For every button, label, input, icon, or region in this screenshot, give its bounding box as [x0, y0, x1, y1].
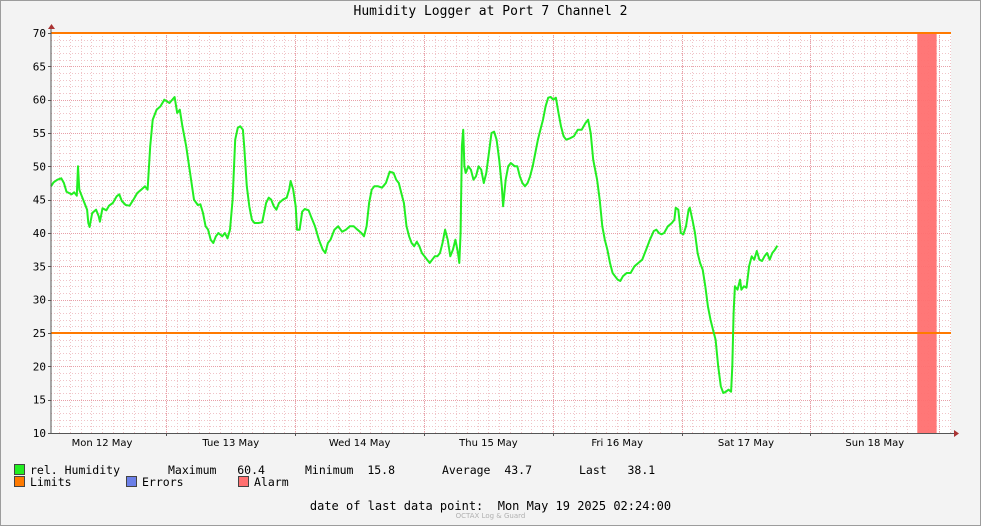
y-tick-label: 20: [33, 360, 46, 373]
legend-min-value: 15.8: [367, 463, 396, 477]
y-tick-label: 50: [33, 160, 46, 173]
legend-max: Maximum 60.4: [168, 463, 265, 477]
legend-avg: Average 43.7: [442, 463, 532, 477]
last-data-point-label: date of last data point:: [309, 499, 484, 513]
legend-alarm-label: Alarm: [254, 475, 289, 489]
humidity-swatch: [14, 464, 25, 475]
x-tick-label: Tue 13 May: [201, 438, 259, 449]
y-tick-label: 30: [33, 294, 46, 307]
chart-grid: [51, 33, 951, 434]
y-tick-labels: 10 15 20 25 30 35 40 45 50 55 60 65 70: [33, 27, 51, 440]
legend-row-1: rel. Humidity Maximum 60.4 Minimum 15.8 Ave…: [14, 463, 655, 477]
legend-avg-value: 43.7: [504, 463, 533, 477]
x-tick-label: Wed 14 May: [329, 438, 391, 449]
last-data-point-value: Mon May 19 2025 02:24:00: [497, 499, 672, 513]
y-tick-label: 40: [33, 227, 46, 240]
y-tick-label: 65: [33, 60, 46, 73]
x-tick-label: Sat 17 May: [718, 438, 774, 449]
y-tick-label: 25: [33, 327, 46, 340]
legend-last: Last 38.1: [579, 463, 655, 477]
y-tick-label: 15: [33, 394, 46, 407]
last-data-point: date of last data point: Mon May 19 2025…: [0, 499, 981, 513]
x-tick-label: Fri 16 May: [591, 438, 643, 449]
y-tick-label: 60: [33, 94, 46, 107]
legend-humidity-label: rel. Humidity: [30, 463, 121, 477]
alarm-band: [917, 33, 937, 433]
alarm-swatch: [238, 476, 249, 487]
humidity-line: [50, 96, 779, 394]
limits-swatch: [14, 476, 25, 487]
legend-avg-label: Average: [442, 463, 491, 477]
x-tick-label: Sun 18 May: [845, 438, 904, 449]
y-tick-label: 70: [33, 27, 46, 40]
legend-min-label: Minimum: [305, 463, 354, 477]
y-tick-label: 35: [33, 260, 46, 273]
y-tick-label: 45: [33, 194, 46, 207]
legend-alarm: Alarm: [238, 475, 289, 489]
y-axis-arrow: [48, 24, 55, 29]
legend-humidity: rel. Humidity: [14, 463, 120, 477]
y-tick-label: 10: [33, 427, 46, 440]
legend-errors: Errors: [126, 475, 184, 489]
x-tick-label: Thu 15 May: [458, 438, 518, 449]
legend-max-value: 60.4: [237, 463, 265, 477]
legend-last-value: 38.1: [627, 463, 656, 477]
errors-swatch: [126, 476, 137, 487]
y-tick-label: 55: [33, 127, 46, 140]
legend-limits: Limits: [14, 475, 72, 489]
legend-row-2: Limits Errors Alarm: [14, 475, 289, 489]
x-tick-label: Mon 12 May: [72, 438, 133, 449]
x-axis-arrow: [954, 430, 959, 437]
chart-plot: 10 15 20 25 30 35 40 45 50 55 60 65 70 Mon 12 May Tue…: [33, 24, 959, 449]
legend-errors-label: Errors: [142, 475, 184, 489]
footer-brand: OCTAX Log & Guard: [455, 512, 526, 520]
legend-min: Minimum 15.8: [305, 463, 395, 477]
legend-max-label: Maximum: [168, 463, 217, 477]
legend-limits-label: Limits: [30, 475, 72, 489]
humidity-series: [50, 96, 779, 394]
x-tick-labels: Mon 12 May Tue 13 May Wed 14 May Thu 15 May…: [72, 433, 904, 449]
chart-title: Humidity Logger at Port 7 Channel 2: [353, 4, 628, 19]
legend-last-label: Last: [579, 463, 607, 477]
